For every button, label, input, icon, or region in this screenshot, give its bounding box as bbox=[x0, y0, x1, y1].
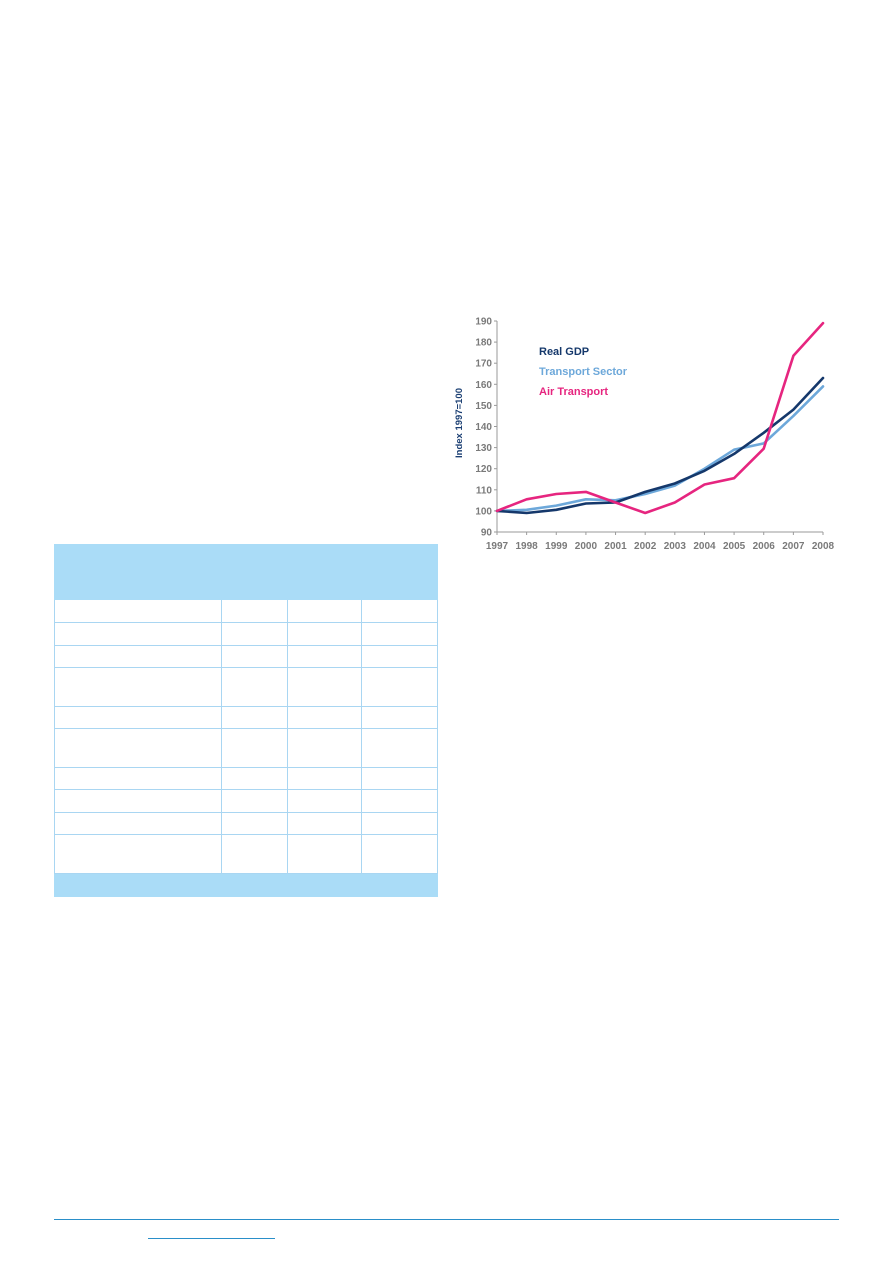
x-tick-label: 2001 bbox=[604, 541, 627, 552]
table-cell bbox=[54, 666, 222, 707]
y-tick-label: 110 bbox=[476, 485, 493, 496]
y-axis-label: Index 1997=100 bbox=[454, 388, 465, 458]
table-cell bbox=[54, 622, 222, 646]
table-cell bbox=[221, 767, 288, 791]
table-cell bbox=[361, 599, 438, 624]
table-row bbox=[54, 767, 438, 791]
line-chart: Index 1997=100 90 100 110 120 130 140 150 160 17… bbox=[454, 317, 835, 553]
table-cell bbox=[221, 789, 288, 813]
table-cell bbox=[54, 872, 222, 898]
table-cell bbox=[221, 872, 288, 898]
legend-label-real-gdp: Real GDP bbox=[539, 346, 589, 358]
footer-divider bbox=[54, 1219, 839, 1220]
table-cell bbox=[361, 666, 438, 707]
table-cell bbox=[361, 543, 438, 601]
table-row bbox=[54, 789, 438, 813]
legend-label-air-transport: Air Transport bbox=[539, 386, 608, 398]
table-cell bbox=[287, 833, 362, 874]
table-cell bbox=[287, 543, 362, 601]
table-cell bbox=[54, 833, 222, 874]
table-cell bbox=[361, 644, 438, 668]
series-line-transport-sector bbox=[495, 385, 825, 513]
y-tick-label: 150 bbox=[475, 401, 492, 412]
y-tick-label: 140 bbox=[475, 422, 492, 433]
y-tick-label: 190 bbox=[475, 317, 492, 328]
table-cell bbox=[54, 728, 222, 769]
table-cell bbox=[287, 728, 362, 769]
table-cell bbox=[361, 789, 438, 813]
table-cell bbox=[54, 705, 222, 730]
table-cell bbox=[361, 622, 438, 646]
y-tick-label: 100 bbox=[475, 506, 492, 517]
table-cell bbox=[287, 789, 362, 813]
table-row bbox=[54, 705, 438, 730]
table-row bbox=[54, 728, 438, 769]
table-cell bbox=[221, 705, 288, 730]
table-row bbox=[54, 644, 438, 668]
table-cell bbox=[287, 666, 362, 707]
table-cell bbox=[287, 705, 362, 730]
table-cell bbox=[361, 767, 438, 791]
table-cell bbox=[361, 728, 438, 769]
x-tick-label: 2007 bbox=[782, 541, 805, 552]
table-cell bbox=[361, 833, 438, 874]
table-cell bbox=[287, 811, 362, 835]
table-row bbox=[54, 833, 438, 874]
x-tick-label: 2005 bbox=[723, 541, 746, 552]
table-cell bbox=[361, 872, 438, 898]
table-row bbox=[54, 622, 438, 646]
y-tick-label: 170 bbox=[475, 359, 492, 370]
table-cell bbox=[54, 644, 222, 668]
y-tick-label: 160 bbox=[475, 380, 492, 391]
legend-label-transport-sector: Transport Sector bbox=[539, 366, 628, 378]
series-line-real-gdp bbox=[495, 376, 825, 515]
table-cell bbox=[54, 543, 222, 601]
table-cell bbox=[221, 622, 288, 646]
table-total-row bbox=[54, 872, 438, 898]
table-cell bbox=[54, 599, 222, 624]
table-cell bbox=[221, 599, 288, 624]
table-cell bbox=[221, 666, 288, 707]
x-tick-label: 2003 bbox=[664, 541, 687, 552]
table-cell bbox=[287, 644, 362, 668]
table-row bbox=[54, 811, 438, 835]
x-tick-label: 1997 bbox=[486, 541, 509, 552]
table-header-row bbox=[54, 543, 438, 601]
y-tick-label: 180 bbox=[475, 338, 492, 349]
x-tick-label: 1999 bbox=[545, 541, 568, 552]
x-tick-label: 2000 bbox=[575, 541, 598, 552]
table-row bbox=[54, 666, 438, 707]
table-cell bbox=[287, 872, 362, 898]
table-cell bbox=[361, 811, 438, 835]
x-tick-label: 2002 bbox=[634, 541, 657, 552]
x-tick-label: 2004 bbox=[693, 541, 716, 552]
table-cell bbox=[221, 644, 288, 668]
data-table bbox=[54, 543, 438, 898]
table-cell bbox=[54, 767, 222, 791]
table-cell bbox=[54, 789, 222, 813]
x-tick-label: 2006 bbox=[753, 541, 776, 552]
y-tick-label: 120 bbox=[475, 464, 492, 475]
x-tick-label: 1998 bbox=[516, 541, 539, 552]
table-cell bbox=[221, 728, 288, 769]
table-cell bbox=[54, 811, 222, 835]
table-cell bbox=[287, 622, 362, 646]
y-tick-label: 90 bbox=[481, 528, 493, 539]
table-cell bbox=[287, 599, 362, 624]
table-cell bbox=[361, 705, 438, 730]
series-line-air-transport bbox=[495, 321, 825, 515]
table-cell bbox=[221, 833, 288, 874]
footer-link-underline[interactable] bbox=[148, 1238, 275, 1239]
y-tick-label: 130 bbox=[475, 443, 492, 454]
table-cell bbox=[221, 543, 288, 601]
table-cell bbox=[221, 811, 288, 835]
table-cell bbox=[287, 767, 362, 791]
table-row bbox=[54, 599, 438, 624]
x-tick-label: 2008 bbox=[812, 541, 835, 552]
